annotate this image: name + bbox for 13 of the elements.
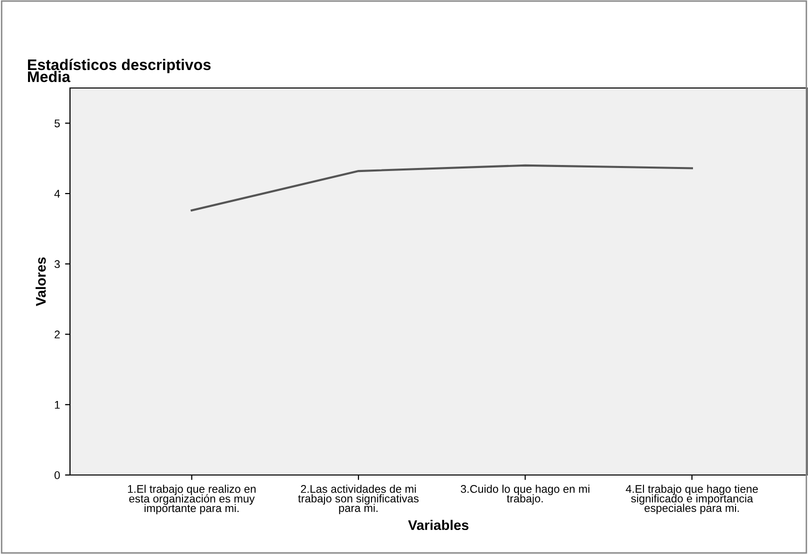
y-tick-label: 0	[54, 471, 60, 480]
x-tick-label: 4.El trabajo que hago tiene significado e importancia especiales para mi.	[626, 484, 758, 514]
y-tick-label: 3	[54, 260, 60, 268]
x-axis-title: Variables	[408, 520, 468, 530]
y-tick-label: 5	[54, 120, 60, 128]
y-tick-label: 4	[54, 190, 60, 198]
y-axis-title: Valores	[36, 257, 46, 306]
x-tick-label: 3.Cuido lo que hago en mi trabajo.	[460, 484, 590, 505]
line-series	[190, 164, 693, 212]
x-tick-label: 1.El trabajo que realizo en esta organización es muy importante para mi.	[128, 484, 256, 514]
y-tick-label: 2	[54, 330, 60, 338]
y-tick-label: 1	[54, 401, 60, 409]
x-tick-label: 2.Las actividades de mi trabajo son significativas para mi.	[298, 484, 419, 514]
